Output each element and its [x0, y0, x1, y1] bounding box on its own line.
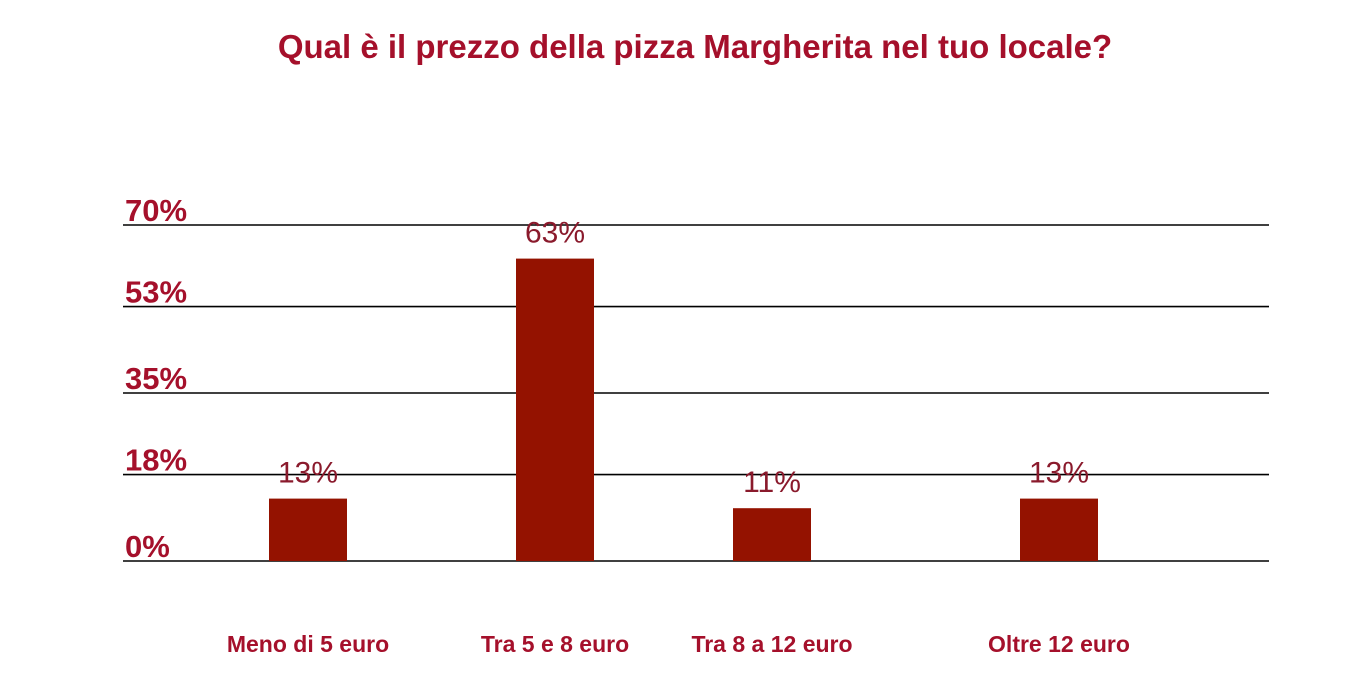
x-axis-labels: Meno di 5 euro Tra 5 e 8 euro Tra 8 a 12 e… [227, 631, 1130, 657]
value-label: 13% [278, 457, 338, 490]
bar [733, 508, 811, 561]
x-tick-label: Tra 5 e 8 euro [481, 631, 629, 657]
y-tick-label: 70% [125, 193, 187, 228]
value-label: 63% [525, 217, 585, 250]
chart-title: Qual è il prezzo della pizza Margherita … [278, 28, 1112, 65]
x-tick-label: Oltre 12 euro [988, 631, 1130, 657]
x-tick-label: Meno di 5 euro [227, 631, 389, 657]
y-tick-label: 35% [125, 361, 187, 396]
bar [1020, 498, 1098, 561]
bar [269, 498, 347, 561]
value-labels: 13% 63% 11% 13% [278, 217, 1089, 500]
y-axis-ticks: 0% 18% 35% 53% 70% [125, 193, 187, 564]
value-label: 13% [1029, 457, 1089, 490]
y-tick-label: 53% [125, 275, 187, 310]
y-tick-label: 0% [125, 529, 170, 564]
y-tick-label: 18% [125, 443, 187, 478]
bars [269, 258, 1098, 561]
x-tick-label: Tra 8 a 12 euro [691, 631, 852, 657]
value-label: 11% [743, 466, 801, 499]
bar [516, 258, 594, 561]
